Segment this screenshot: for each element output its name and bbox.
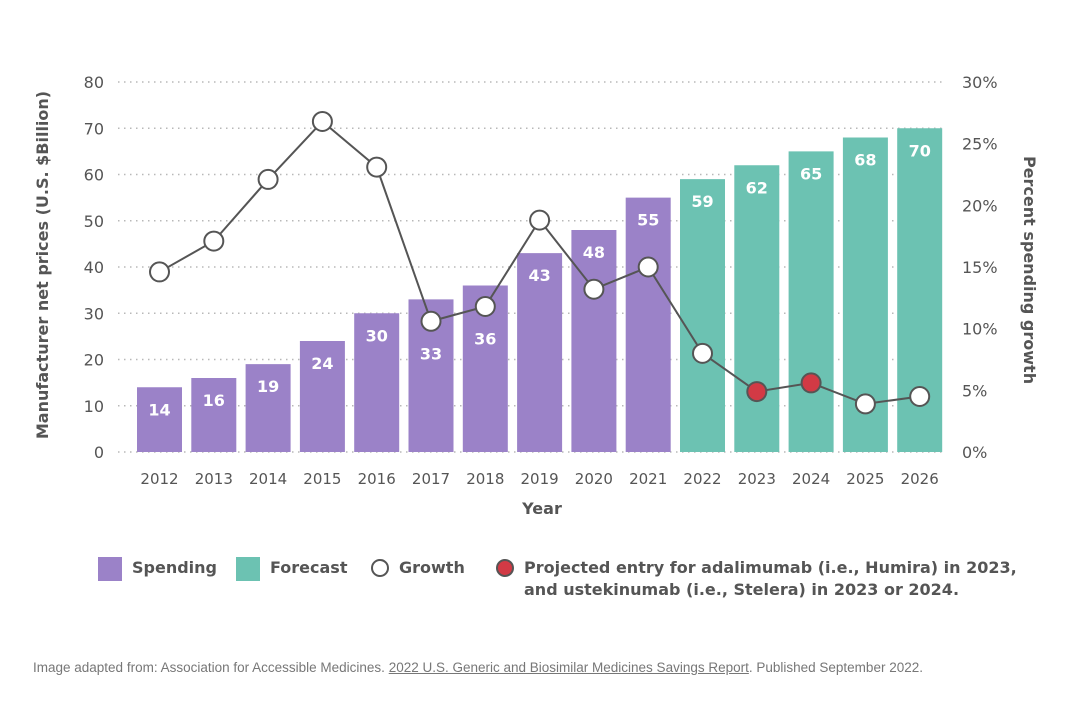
x-tick-label: 2026 [901, 470, 939, 488]
bar-spending-2021 [625, 197, 671, 452]
growth-point [854, 393, 876, 415]
source-note: Image adapted from: Association for Acce… [33, 660, 923, 675]
growth-point [149, 261, 170, 283]
growth-point [203, 230, 225, 252]
y-tick-label: 0 [94, 443, 104, 462]
bar-value-label: 24 [311, 354, 333, 373]
bar-spending-2019 [517, 253, 563, 452]
bar-value-label: 36 [474, 329, 496, 348]
x-tick-label: 2025 [846, 470, 884, 488]
bar-spending-2014 [245, 364, 291, 452]
bar-value-label: 16 [203, 391, 225, 410]
x-tick-label: 2013 [195, 470, 233, 488]
source-suffix: . Published September 2022. [748, 660, 923, 675]
x-tick-label: 2018 [466, 470, 504, 488]
y2-tick-label: 10% [962, 320, 998, 339]
growth-points [149, 110, 931, 415]
x-tick-label: 2015 [303, 470, 341, 488]
x-axis-ticks: 2012 2013 2014 2015 2016 2017 2018 2019 2020 2021… [140, 470, 938, 488]
bar-value-label: 19 [257, 377, 279, 396]
legend-label-line2: and ustekinumab (i.e., Stelera) in 2023 … [524, 580, 960, 599]
bar-spending-2015 [299, 341, 345, 452]
x-tick-label: 2022 [683, 470, 721, 488]
y-tick-label: 10 [84, 397, 104, 416]
bar-value-label: 48 [583, 243, 605, 262]
legend-item-spending: Spending [98, 557, 217, 581]
bar-spending-2013 [191, 378, 237, 452]
bar-value-label: 59 [691, 192, 713, 211]
bar-value-label: 30 [366, 326, 388, 345]
bar-value-label: 70 [909, 141, 931, 160]
bar-value-label: 62 [746, 178, 768, 197]
growth-point [474, 295, 496, 317]
y2-tick-label: 0% [962, 443, 987, 462]
growth-point-highlight [800, 372, 822, 394]
y-axis-left-title: Manufacturer net prices (U.S. $Billion) [33, 91, 52, 439]
x-tick-label: 2017 [412, 470, 450, 488]
y2-tick-label: 20% [962, 196, 998, 215]
y2-tick-label: 15% [962, 258, 998, 277]
y-tick-label: 60 [84, 166, 104, 185]
growth-point [257, 168, 279, 190]
open-circle-icon [371, 559, 389, 577]
growth-point [366, 156, 388, 178]
legend-label: Spending [132, 558, 217, 577]
y-axis-left-ticks: 0 10 20 30 40 50 60 70 80 [84, 73, 104, 462]
filled-red-circle-icon [496, 559, 514, 577]
legend-label: Growth [399, 558, 465, 577]
y-axis-right-title: Percent spending growth [1020, 156, 1039, 384]
bar-forecast-2023 [734, 165, 780, 452]
bar-spending-2016 [354, 313, 400, 452]
growth-point [311, 110, 333, 132]
y-tick-label: 20 [84, 351, 104, 370]
combo-chart: 0 10 20 30 40 50 60 70 80 0% 5% 10% 15% 20% 25% 30% 14… [33, 73, 1039, 518]
growth-point [637, 256, 659, 278]
bar-spending-2012 [137, 387, 182, 452]
bar-value-label: 55 [637, 211, 659, 230]
source-prefix: Image adapted from: Association for Acce… [33, 660, 389, 675]
x-tick-label: 2014 [249, 470, 287, 488]
x-tick-label: 2021 [629, 470, 667, 488]
legend-item-growth: Growth [371, 557, 465, 579]
legend-item-forecast: Forecast [236, 557, 347, 581]
growth-point [529, 209, 551, 231]
bar-forecast-2022 [680, 179, 725, 452]
x-tick-label: 2016 [358, 470, 396, 488]
source-report-link[interactable]: 2022 U.S. Generic and Biosimilar Medicin… [388, 660, 749, 675]
y-tick-label: 40 [84, 258, 104, 277]
growth-point-highlight [746, 381, 768, 403]
x-tick-label: 2019 [521, 470, 559, 488]
y2-tick-label: 25% [962, 135, 998, 154]
x-tick-label: 2024 [792, 470, 830, 488]
y2-tick-label: 5% [962, 381, 987, 400]
x-tick-label: 2023 [738, 470, 776, 488]
y-tick-label: 80 [84, 73, 104, 92]
bar-labels: 14 16 19 24 30 33 36 43 48 55 59 62 65 68 70 [148, 141, 930, 419]
growth-point [420, 310, 442, 332]
y2-tick-label: 30% [962, 73, 998, 92]
x-tick-label: 2012 [140, 470, 178, 488]
growth-point [909, 386, 931, 407]
bar-value-label: 14 [148, 400, 170, 419]
bar-forecast-2024 [788, 151, 834, 452]
y-axis-right-ticks: 0% 5% 10% 15% 20% 25% 30% [962, 73, 998, 462]
bar-value-label: 33 [420, 344, 442, 363]
bar-spending-2020 [571, 230, 617, 452]
y-tick-label: 50 [84, 212, 104, 231]
x-tick-label: 2020 [575, 470, 613, 488]
forecast-swatch [236, 557, 260, 581]
legend-label-line1: Projected entry for adalimumab (i.e., Hu… [524, 558, 1017, 577]
legend-item-projected-entry: Projected entry for adalimumab (i.e., Hu… [496, 557, 1017, 601]
growth-point [692, 342, 713, 364]
spending-swatch [98, 557, 122, 581]
bar-value-label: 68 [854, 151, 876, 170]
bar-value-label: 65 [800, 164, 822, 183]
legend-label: Forecast [270, 558, 348, 577]
bar-value-label: 43 [528, 266, 550, 285]
y-tick-label: 70 [84, 119, 104, 138]
legend: Spending Forecast Growth Projected entry… [98, 557, 1038, 607]
y-tick-label: 30 [84, 304, 104, 323]
x-axis-title: Year [521, 499, 562, 518]
growth-point [583, 278, 605, 300]
